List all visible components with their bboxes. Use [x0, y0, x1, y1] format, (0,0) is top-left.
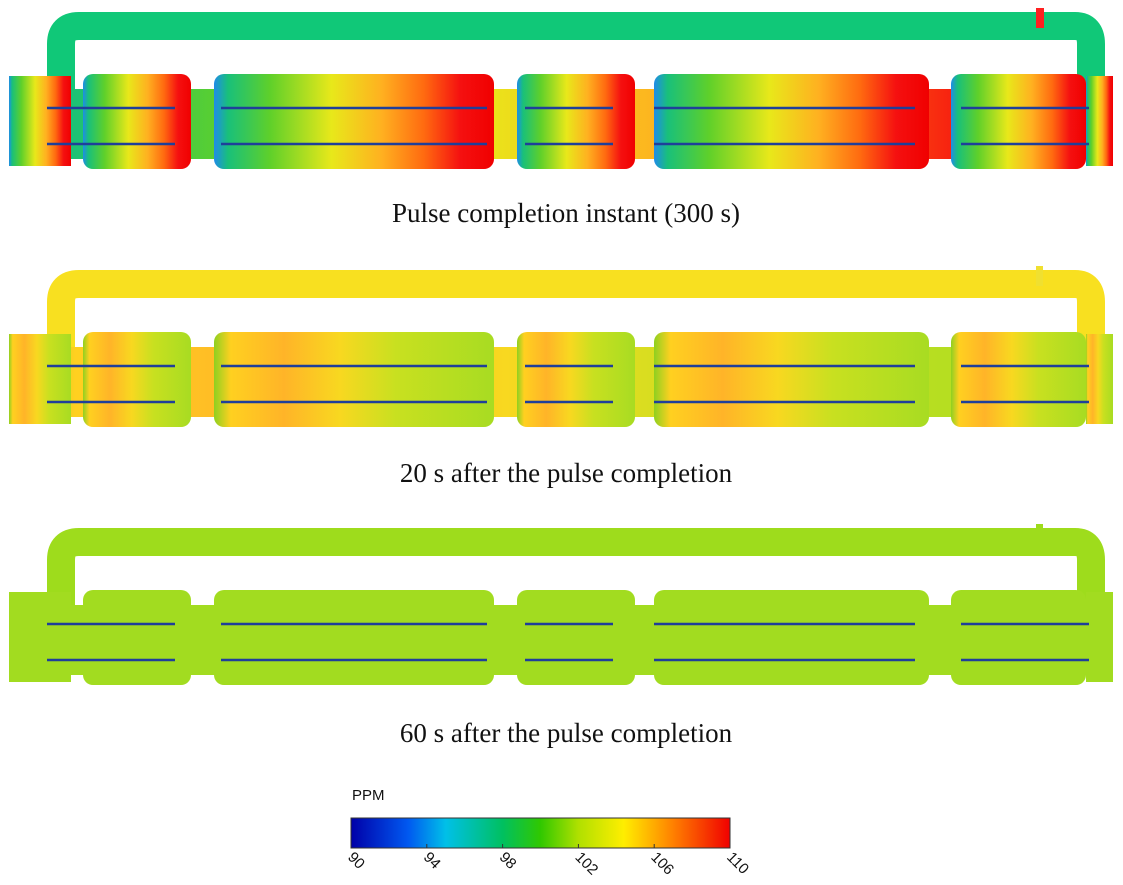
inlet	[1036, 8, 1044, 28]
contour-20s	[9, 284, 1113, 427]
tick-label: 94	[420, 849, 444, 873]
tick-label: 98	[496, 849, 520, 873]
colorbar	[350, 817, 731, 849]
contour-pulse-end	[9, 26, 1113, 169]
caption: 60 s after the pulse completion	[400, 718, 733, 748]
caption: 20 s after the pulse completion	[400, 458, 733, 488]
colorbar-label: PPM	[352, 787, 385, 804]
caption: Pulse completion instant (300 s)	[392, 198, 740, 228]
contour-60s	[9, 542, 1113, 685]
tick-label: 102	[572, 849, 602, 879]
inlet	[1036, 524, 1043, 544]
tick-label: 110	[723, 849, 752, 878]
tick-label: 106	[647, 849, 677, 879]
inlet	[1036, 266, 1043, 286]
tick-label: 90	[344, 849, 368, 873]
